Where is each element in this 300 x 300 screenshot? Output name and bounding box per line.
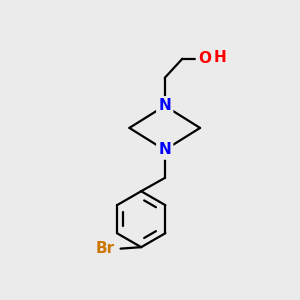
- Text: Br: Br: [95, 241, 115, 256]
- Text: H: H: [213, 50, 226, 65]
- Text: N: N: [158, 142, 171, 158]
- Text: O: O: [198, 51, 211, 66]
- Text: N: N: [158, 98, 171, 113]
